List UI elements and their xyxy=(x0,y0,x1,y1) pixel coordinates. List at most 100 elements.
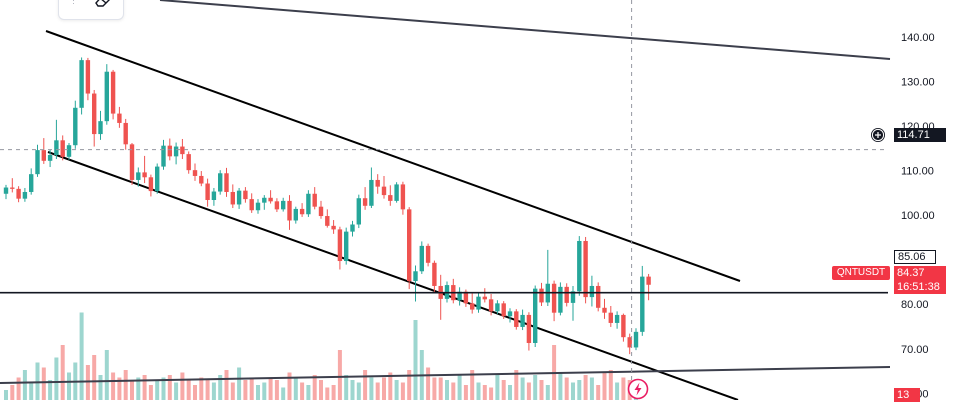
price-axis[interactable]: 60.0070.0080.0090.00100.00110.00120.0013… xyxy=(901,32,935,400)
candle-body xyxy=(73,107,78,146)
candle-body xyxy=(224,173,229,192)
volume-bar xyxy=(325,387,330,400)
candle-body xyxy=(306,193,311,215)
candle-body xyxy=(104,71,109,122)
volume-bar xyxy=(344,375,349,400)
candle-body xyxy=(596,285,601,308)
candle-body xyxy=(173,146,179,157)
candle-body xyxy=(507,311,513,317)
trend-line-long-term-support[interactable] xyxy=(0,366,891,384)
candle-body xyxy=(570,291,576,303)
candle-body xyxy=(180,146,185,155)
candle-body xyxy=(274,201,280,210)
volume-bar xyxy=(193,385,197,400)
volume-bar xyxy=(85,365,90,400)
candle-body xyxy=(551,283,557,313)
candle-body xyxy=(218,173,223,192)
trend-lines[interactable] xyxy=(0,0,891,400)
volume-bar xyxy=(382,377,386,400)
volume-bar xyxy=(218,375,223,400)
candle-body xyxy=(526,314,532,343)
add-alert-icon[interactable] xyxy=(870,127,886,143)
candle-body xyxy=(621,314,626,338)
candle-body xyxy=(117,113,122,123)
candle-body xyxy=(564,286,569,303)
eraser-icon[interactable] xyxy=(93,0,113,7)
volume-bar xyxy=(98,375,103,400)
volume-bar xyxy=(558,372,563,400)
candle-body xyxy=(488,299,494,312)
volume-bar xyxy=(300,382,305,400)
trend-line-upper-channel[interactable] xyxy=(45,30,741,282)
candle-body xyxy=(66,145,72,157)
volume-bar xyxy=(514,370,519,400)
volume-bar xyxy=(495,375,500,400)
volume-layer xyxy=(4,312,638,400)
candle-body xyxy=(167,145,172,157)
volume-bar xyxy=(41,367,46,400)
candle-body xyxy=(400,184,406,210)
symbol-label: QNTUSDT xyxy=(832,266,890,280)
y-tick-label: 70.00 xyxy=(901,344,929,356)
candle-body xyxy=(35,150,40,175)
candle-body xyxy=(425,245,431,263)
volume-bar xyxy=(621,377,626,400)
volume-bar xyxy=(199,377,204,400)
candle-body xyxy=(457,291,462,301)
volume-bar xyxy=(413,320,418,400)
volume-bar xyxy=(10,385,15,400)
candle-body xyxy=(287,200,292,221)
candle-body xyxy=(627,337,632,348)
candle-body xyxy=(369,179,374,206)
trend-line-lower-channel[interactable] xyxy=(47,151,739,400)
volume-bar xyxy=(281,387,286,400)
candle-body xyxy=(394,184,399,201)
volume-bar xyxy=(596,385,601,400)
drag-handle-icon[interactable]: ⋮⋮ xyxy=(69,0,78,5)
volume-bar xyxy=(92,355,97,400)
volume-bar xyxy=(167,375,172,400)
candle-body xyxy=(325,216,330,226)
candle-body xyxy=(583,240,588,298)
volume-bar xyxy=(174,382,179,400)
volume-bar xyxy=(445,380,449,400)
y-tick-label: 130.00 xyxy=(901,77,935,89)
candle-body xyxy=(85,60,91,94)
volume-bar xyxy=(205,380,210,400)
candle-body xyxy=(148,177,154,192)
y-tick-label: 100.00 xyxy=(901,210,935,222)
volume-bar xyxy=(457,375,462,400)
volume-bar xyxy=(482,385,487,400)
volume-bar xyxy=(583,375,588,400)
volume-bar xyxy=(4,390,8,400)
candle-body xyxy=(318,206,324,217)
volume-bar xyxy=(29,382,34,400)
candle-body xyxy=(98,121,103,135)
y-tick-label: 80.00 xyxy=(901,299,929,311)
candle-body xyxy=(344,231,349,262)
volume-bar xyxy=(539,380,544,400)
candle-body xyxy=(186,154,191,171)
candle-body xyxy=(136,172,141,180)
candle-body xyxy=(539,288,544,303)
volume-bar xyxy=(337,350,342,400)
candle-body xyxy=(29,174,34,192)
candle-body xyxy=(375,179,380,187)
volume-bar xyxy=(489,387,494,400)
candle-body xyxy=(249,199,254,211)
y-tick-label: 110.00 xyxy=(901,166,934,178)
candle-body xyxy=(337,229,343,262)
lightning-icon[interactable] xyxy=(627,378,649,400)
volume-bar xyxy=(16,377,21,400)
candle-body xyxy=(407,209,412,282)
volume-bar xyxy=(589,377,594,400)
candle-body xyxy=(463,291,469,304)
trend-line-long-term-resistance[interactable] xyxy=(159,0,891,60)
candle-body xyxy=(589,285,595,298)
candle-body xyxy=(281,200,286,210)
drawing-tool-card[interactable]: ⋮⋮ xyxy=(58,0,124,20)
candle-body xyxy=(514,311,519,327)
candle-body xyxy=(646,276,651,285)
volume-bar xyxy=(148,385,153,400)
